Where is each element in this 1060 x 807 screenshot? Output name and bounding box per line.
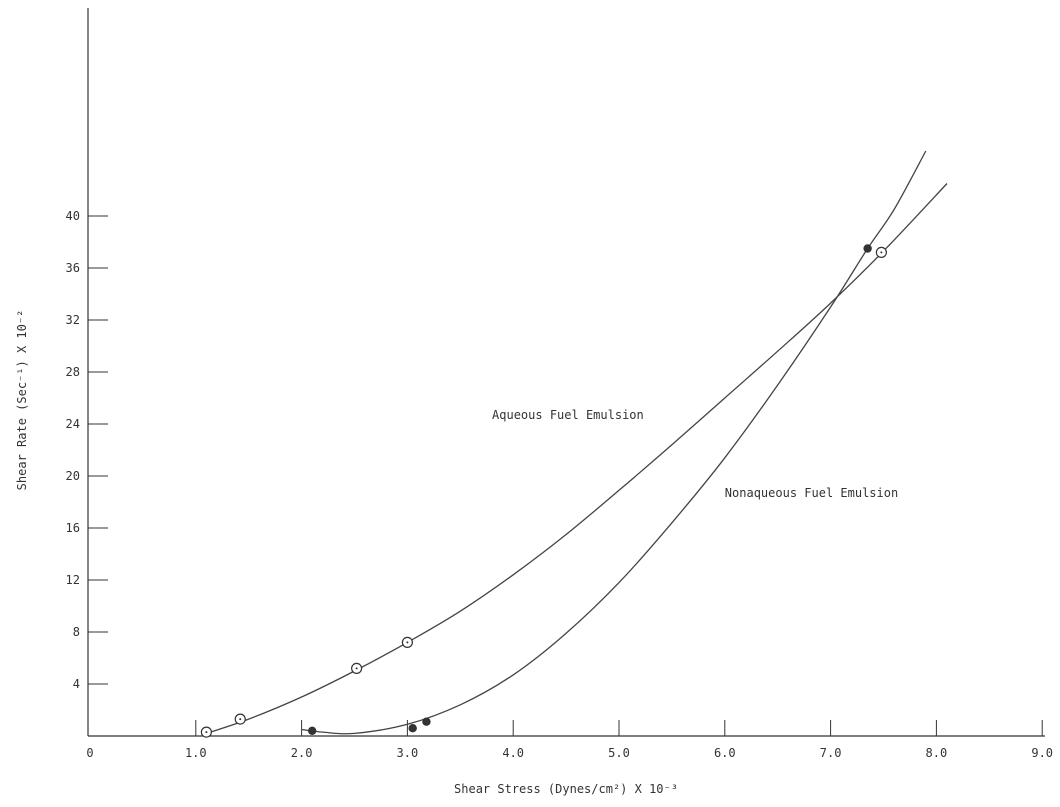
- nonaqueous-curve: [301, 150, 927, 735]
- y-tick-label: 36: [66, 261, 80, 275]
- x-ticks: 0 1.0 2.0 3.0 4.0 5.0 6.0 7.0 8.0 9.0: [86, 720, 1053, 760]
- y-tick-label: 40: [66, 209, 80, 223]
- nonaqueous-point: [408, 724, 417, 733]
- nonaqueous-point: [307, 726, 317, 735]
- x-tick-label: 8.0: [926, 746, 948, 760]
- aqueous-point-center: [355, 667, 358, 670]
- x-tick-label: 0: [86, 746, 93, 760]
- x-tick-label: 1.0: [185, 746, 207, 760]
- x-tick-label: 5.0: [608, 746, 630, 760]
- x-axis-title: Shear Stress (Dynes/cm²) X 10⁻³: [454, 782, 678, 796]
- aqueous-curve: [206, 183, 948, 735]
- aqueous-point-center: [205, 731, 208, 734]
- y-tick-label: 32: [66, 313, 80, 327]
- y-axis-title: Shear Rate (Sec⁻¹) X 10⁻²: [15, 310, 29, 491]
- nonaqueous-point: [863, 244, 872, 253]
- markers: [200, 244, 887, 738]
- x-tick-label: 6.0: [714, 746, 736, 760]
- y-tick-label: 12: [66, 573, 80, 587]
- labels: Shear Stress (Dynes/cm²) X 10⁻³ Shear Ra…: [15, 310, 678, 796]
- x-tick-label: 2.0: [291, 746, 313, 760]
- aqueous-point-center: [239, 718, 242, 721]
- y-tick-label: 24: [66, 417, 80, 431]
- y-tick-label: 16: [66, 521, 80, 535]
- x-tick-label: 7.0: [820, 746, 842, 760]
- annotations: Aqueous Fuel Emulsion Nonaqueous Fuel Emu…: [492, 408, 898, 500]
- y-tick-label: 8: [73, 625, 80, 639]
- x-tick-label: 4.0: [502, 746, 524, 760]
- nonaqueous-point: [422, 717, 431, 726]
- aqueous-point-center: [880, 251, 883, 254]
- y-tick-label: 28: [66, 365, 80, 379]
- aqueous-curve-label: Aqueous Fuel Emulsion: [492, 408, 644, 422]
- y-tick-label: 4: [73, 677, 80, 691]
- nonaqueous-curve-label: Nonaqueous Fuel Emulsion: [725, 486, 898, 500]
- aqueous-point-center: [406, 641, 409, 644]
- y-tick-label: 20: [66, 469, 80, 483]
- x-tick-label: 9.0: [1031, 746, 1053, 760]
- x-tick-label: 3.0: [397, 746, 419, 760]
- curves: [206, 150, 948, 735]
- axes: [87, 8, 1045, 737]
- y-ticks: 4 8 12 16 20 24 28 32 36 40: [66, 209, 108, 691]
